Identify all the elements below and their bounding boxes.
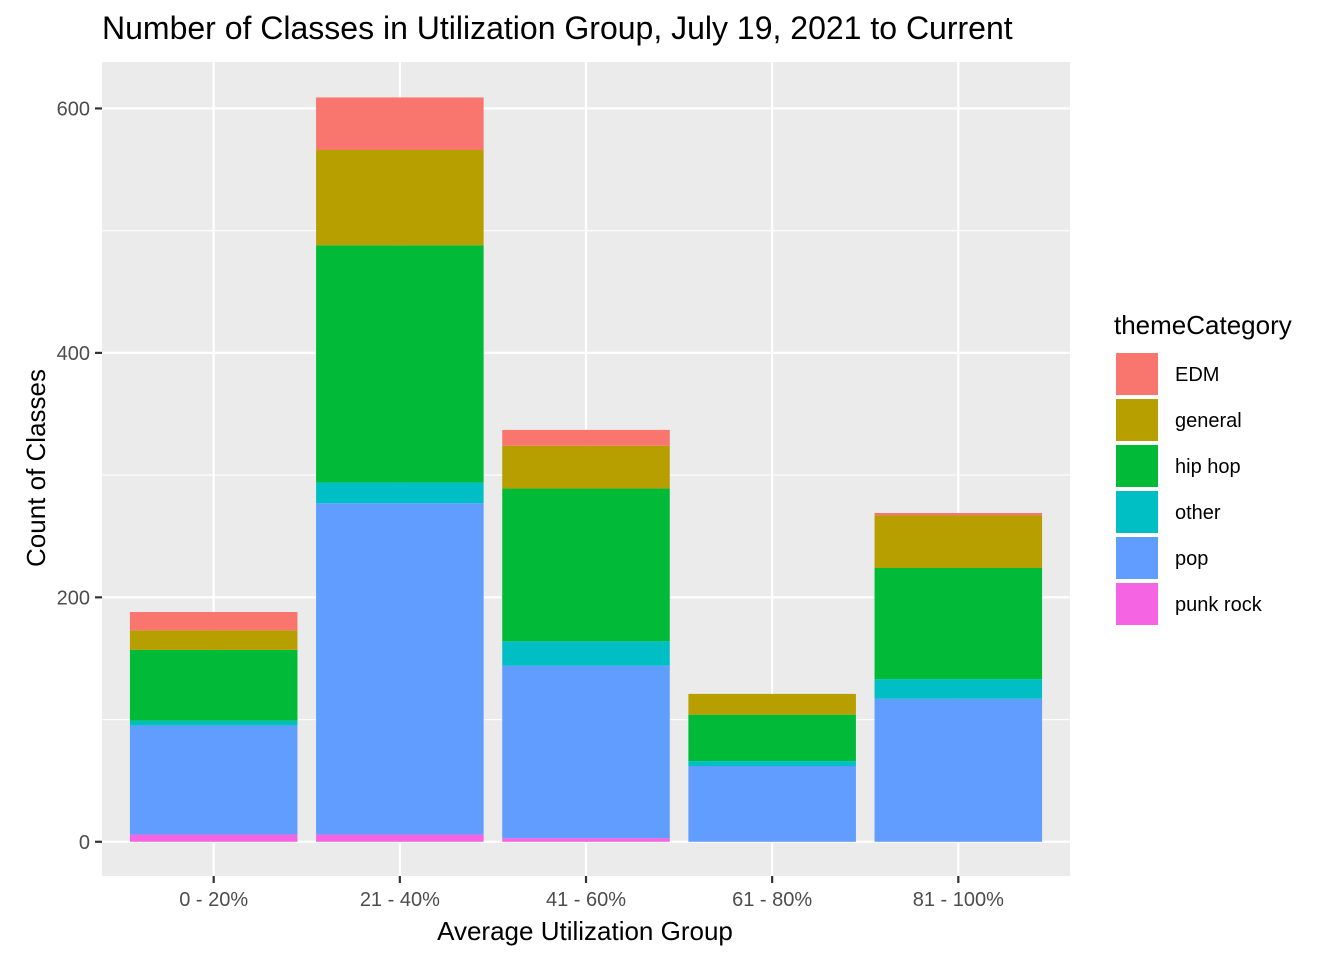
bar-stack-41-60- [502, 429, 670, 842]
x-axis: 0 - 20% 21 - 40% 41 - 60% 61 - 80% 81 - 100% [179, 876, 1004, 911]
legend-label: general [1175, 410, 1242, 432]
bar-segment-general [316, 150, 484, 246]
bar-segment-edm [129, 612, 298, 631]
bar-segment-edm [502, 429, 670, 446]
bar-segment-hip-hop [688, 714, 856, 762]
bar-segment-hip-hop [129, 649, 298, 721]
bar-stack-61-80- [688, 693, 856, 842]
bar-segment-other [502, 641, 670, 666]
y-tick-label: 600 [57, 98, 90, 120]
legend-key-general [1116, 399, 1158, 441]
bar-segment-hip-hop [874, 568, 1043, 680]
legend-key-pop [1116, 537, 1158, 579]
legend-key-edm [1116, 353, 1158, 395]
legend-label: EDM [1175, 364, 1219, 386]
legend-key-punk-rock [1116, 583, 1158, 625]
y-axis-title: Count of Classes [21, 369, 51, 567]
y-tick-label: 0 [79, 832, 90, 854]
legend-label: punk rock [1175, 594, 1263, 616]
bar-segment-other [129, 720, 298, 726]
legend-label: pop [1175, 548, 1208, 570]
bar-segment-pop [874, 698, 1043, 842]
y-tick-label: 200 [57, 587, 90, 609]
chart-title: Number of Classes in Utilization Group, … [102, 10, 1013, 46]
bar-segment-punk-rock [129, 834, 298, 842]
bar-segment-other [874, 679, 1043, 699]
x-tick-label: 0 - 20% [179, 889, 248, 911]
x-tick-label: 81 - 100% [913, 889, 1004, 911]
y-tick-label: 400 [57, 343, 90, 365]
bar-stack-0-20- [129, 612, 298, 842]
x-axis-title: Average Utilization Group [437, 916, 733, 946]
bar-segment-other [688, 761, 856, 766]
bar-segment-general [502, 445, 670, 489]
legend-key-hip-hop [1116, 445, 1158, 487]
bar-segment-pop [502, 665, 670, 839]
legend-label: hip hop [1175, 456, 1241, 478]
bar-segment-general [129, 630, 298, 650]
x-tick-label: 21 - 40% [360, 889, 440, 911]
bar-segment-edm [874, 513, 1043, 516]
bar-segment-hip-hop [316, 245, 484, 483]
bar-segment-general [874, 515, 1043, 568]
bar-segment-punk-rock [316, 834, 484, 842]
bar-segment-pop [129, 725, 298, 835]
bar-stack-21-40- [316, 97, 484, 842]
bar-segment-other [316, 482, 484, 504]
bar-segment-pop [316, 503, 484, 835]
legend-title: themeCategory [1114, 310, 1292, 340]
bar-segment-pop [688, 766, 856, 842]
bars [129, 97, 1043, 842]
legend-key-other [1116, 491, 1158, 533]
legend-label: other [1175, 502, 1221, 524]
x-tick-label: 61 - 80% [732, 889, 812, 911]
bar-segment-general [688, 693, 856, 715]
bar-stack-81-100- [874, 513, 1043, 842]
legend: themeCategory EDM general hip hop other pop p… [1114, 310, 1292, 625]
y-axis: 0 200 400 600 [57, 98, 102, 854]
bar-segment-edm [316, 97, 484, 150]
x-tick-label: 41 - 60% [546, 889, 626, 911]
bar-segment-punk-rock [502, 838, 670, 842]
bar-segment-hip-hop [502, 488, 670, 642]
